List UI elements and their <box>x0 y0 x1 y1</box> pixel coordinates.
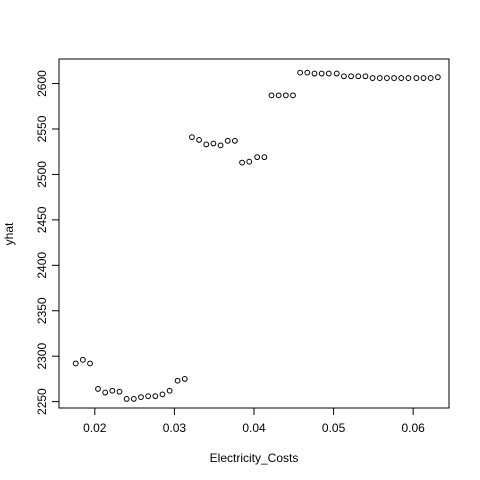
data-point <box>391 75 397 81</box>
y-tick-label: 2450 <box>35 206 49 233</box>
data-point <box>159 391 166 398</box>
y-axis: 2250 2300 2350 2400 2450 2500 2550 2600 <box>35 70 59 415</box>
data-point <box>275 92 282 99</box>
y-tick-label: 2500 <box>35 161 49 188</box>
y-tick-label: 2600 <box>35 70 49 97</box>
x-axis: 0.02 0.03 0.04 0.05 0.06 <box>83 408 425 435</box>
data-point <box>210 140 217 147</box>
x-tick-label: 0.06 <box>402 421 426 435</box>
data-point <box>138 394 144 400</box>
data-point <box>239 159 245 166</box>
data-point <box>325 70 332 77</box>
data-point <box>123 396 130 402</box>
data-point <box>79 356 86 363</box>
data-point <box>116 388 123 395</box>
data-point <box>311 70 318 77</box>
data-point <box>72 360 79 367</box>
data-point <box>398 75 405 81</box>
data-point <box>420 75 427 81</box>
data-point <box>427 75 434 81</box>
x-tick-label: 0.03 <box>163 421 187 435</box>
data-point <box>87 360 93 367</box>
data-point <box>413 75 420 81</box>
data-point <box>95 386 101 392</box>
data-point <box>318 70 325 77</box>
data-point <box>196 136 202 143</box>
x-tick-label: 0.05 <box>322 421 346 435</box>
data-point <box>290 92 296 99</box>
data-point <box>145 393 152 400</box>
data-point <box>333 70 340 77</box>
data-point <box>152 393 159 400</box>
data-point <box>203 141 210 148</box>
data-point <box>174 377 181 384</box>
data-point <box>282 92 289 99</box>
data-point <box>348 73 355 80</box>
y-tick-label: 2300 <box>35 343 49 370</box>
y-axis-title: yhat <box>2 222 16 245</box>
data-point <box>217 142 224 149</box>
data-point <box>376 75 383 81</box>
x-tick-label: 0.02 <box>83 421 107 435</box>
x-axis-title: Electricity_Costs <box>210 451 299 465</box>
data-point <box>166 387 173 394</box>
data-point <box>268 92 275 99</box>
data-point <box>231 137 238 144</box>
data-point <box>254 154 261 161</box>
data-point <box>362 73 369 80</box>
y-tick-label: 2350 <box>35 297 49 324</box>
x-tick-label: 0.04 <box>242 421 266 435</box>
data-point <box>369 75 376 81</box>
plot-area-box <box>58 58 450 409</box>
y-tick-label: 2250 <box>35 388 49 415</box>
data-point <box>109 387 116 394</box>
data-point <box>405 75 412 81</box>
data-point <box>189 134 195 141</box>
data-point <box>341 73 347 80</box>
data-point <box>130 396 137 402</box>
data-point <box>355 73 362 80</box>
data-point <box>297 69 304 76</box>
data-point <box>181 376 188 382</box>
y-tick-label: 2400 <box>35 252 49 279</box>
data-points <box>72 69 441 402</box>
data-point <box>261 154 268 161</box>
data-point <box>224 137 231 144</box>
y-tick-label: 2550 <box>35 115 49 142</box>
data-point <box>434 74 441 81</box>
data-point <box>102 389 109 396</box>
data-point <box>384 75 390 81</box>
data-point <box>304 69 311 76</box>
data-point <box>246 158 253 165</box>
